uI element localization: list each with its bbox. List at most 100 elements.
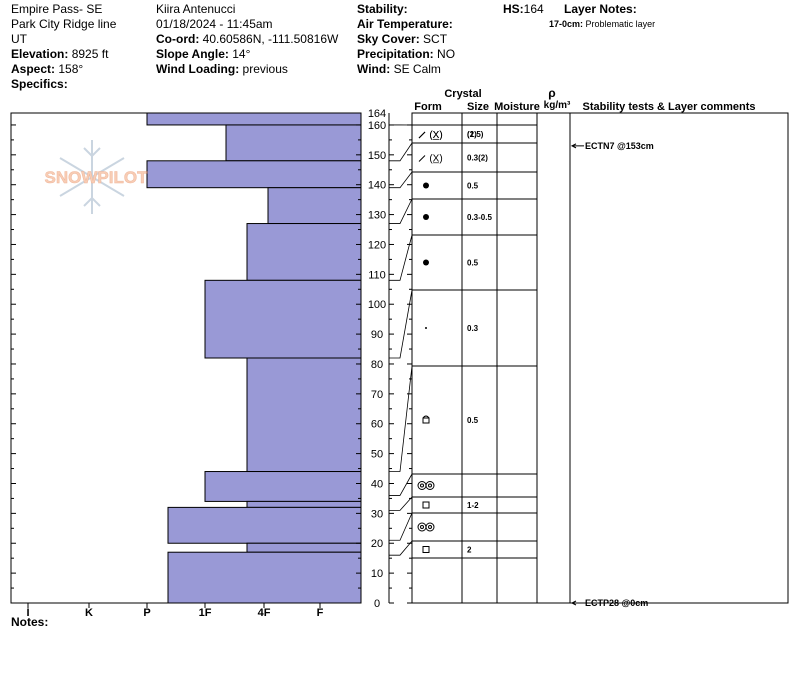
- hardness-label: P: [143, 607, 150, 619]
- depth-label: 90: [371, 329, 383, 341]
- observation-datetime: 01/18/2024 - 11:45am: [156, 17, 273, 31]
- layer-connector: [389, 289, 413, 359]
- hardness-layer-8: [246, 500, 362, 508]
- hardness-layer-0: [146, 112, 362, 126]
- snow-height: HS:164: [503, 2, 544, 16]
- elevation: Elevation: 8925 ft: [11, 47, 109, 61]
- notes-label: Notes:: [11, 615, 48, 629]
- location-block: Empire Pass- SE Park City Ridge line UT …: [11, 2, 116, 92]
- hardness-frame: [10, 112, 362, 604]
- melt-freeze-crust-inner-icon: [420, 483, 424, 488]
- col-density-header: kg/m³: [544, 100, 571, 111]
- rounding-facet-top-icon: [422, 415, 430, 419]
- depth-label: 160: [368, 120, 386, 132]
- hardness-layer-10: [246, 542, 362, 553]
- rounded-grain-icon: [423, 259, 429, 266]
- crystal-size: 0.3: [467, 324, 479, 333]
- layer-connector: [389, 171, 413, 189]
- layer-connector: [389, 234, 413, 281]
- crystal-size: 0.3(2): [467, 154, 488, 163]
- melt-freeze-crust-icon: [417, 522, 427, 532]
- col-moisture-header: Moisture: [494, 101, 540, 113]
- melt-freeze-crust-icon: [425, 481, 435, 490]
- snowpilot-watermark: SNOWPILOT: [44, 140, 149, 214]
- faceted-slash-icon: [418, 155, 426, 162]
- hardness-layer-11: [167, 551, 362, 604]
- slope-angle: Slope Angle: 14°: [156, 47, 251, 61]
- col-form-header: Form: [414, 101, 442, 113]
- layer-connector: [389, 473, 413, 496]
- depth-label: 130: [368, 210, 386, 222]
- hardness-layer-7: [204, 471, 362, 502]
- depth-label: 110: [368, 269, 386, 281]
- layer-rows: (X̲) (1)(X̲) (2.5)(X̲) 0.3(2)0.50.3-0.50.50…: [389, 124, 537, 559]
- depth-label: 80: [371, 359, 383, 371]
- melt-freeze-crust-icon: [417, 481, 427, 490]
- location-name: Empire Pass- SE: [11, 2, 103, 16]
- coordinates: Co-ord: 40.60586N, -111.50816W: [156, 32, 339, 46]
- depth-label: 60: [371, 419, 383, 431]
- layer-notes-title: Layer Notes:: [564, 2, 637, 16]
- depth-label: 70: [371, 389, 383, 401]
- air-temperature: Air Temperature:: [357, 17, 453, 31]
- depth-label: 164: [368, 108, 386, 120]
- hardness-axis: I K P 1F 4F F: [26, 603, 324, 619]
- hardness-label: 4F: [258, 607, 271, 619]
- observer-name: Kiira Antenucci: [156, 2, 236, 16]
- wind-loading: Wind Loading: previous: [156, 62, 288, 76]
- crystal-size: 0.5: [467, 416, 479, 425]
- melt-freeze-crust-inner-icon: [428, 483, 432, 488]
- depth-labels: 0 10 20 30 40 50 60 70 80 90 100 110 120 130 140 150 160…: [368, 108, 386, 610]
- depth-ticks-left: [11, 124, 361, 604]
- hardness-label: I: [26, 607, 29, 619]
- layer-connector: [389, 365, 413, 472]
- hardness-layer-9: [167, 506, 362, 544]
- rounded-grain-icon: [423, 214, 429, 220]
- observation-block: Kiira Antenucci 01/18/2024 - 11:45am Co-…: [156, 2, 338, 77]
- location-ridge: Park City Ridge line: [11, 17, 117, 31]
- stability: Stability:: [357, 2, 408, 16]
- crystal-size: (1): [467, 130, 477, 139]
- test-arrow-head: [570, 143, 577, 149]
- test-arrow-head: [570, 600, 577, 606]
- rounded-grain-icon: [423, 182, 429, 189]
- crystal-size: (2.5): [467, 130, 484, 139]
- depth-label: 0: [374, 598, 380, 610]
- faceted-crystal-icon: [422, 501, 430, 509]
- depth-label: 40: [371, 478, 383, 490]
- melt-freeze-crust-icon: [425, 522, 435, 532]
- layer-connector: [389, 198, 413, 224]
- hardness-label: 1F: [199, 607, 212, 619]
- melt-freeze-crust-inner-icon: [428, 525, 432, 529]
- layer-connector: [389, 496, 413, 511]
- crystal-size: 0.3-0.5: [467, 213, 492, 222]
- rounding-facet-icon: [422, 417, 430, 424]
- surface-hoar-icon: (X̲): [429, 130, 442, 141]
- layer-connector: [389, 540, 413, 556]
- wind: Wind: SE Calm: [357, 62, 441, 76]
- layer-table-frame: [411, 112, 789, 604]
- stability-test-label: ECTN7 @153cm: [585, 141, 654, 151]
- stability-test-label: ECTP28 @0cm: [585, 598, 648, 608]
- hardness-layer-1: [225, 124, 362, 162]
- watermark-text: SNOWPILOT: [45, 168, 149, 187]
- layer-connector: [389, 512, 413, 541]
- stability-tests: ECTN7 @153cm ECTP28 @0cm: [570, 141, 654, 608]
- hardness-layers: [146, 112, 362, 604]
- hardness-layer-4: [246, 223, 362, 281]
- depth-label: 50: [371, 449, 383, 461]
- crystal-size: 0.5: [467, 259, 479, 268]
- sky-cover: Sky Cover: SCT: [357, 32, 448, 46]
- layer-note: 17-0cm: Problematic layer: [549, 19, 656, 29]
- faceted-slash-icon: [418, 131, 426, 139]
- depth-label: 120: [368, 239, 386, 251]
- surface-hoar-icon: (X̲): [429, 154, 442, 165]
- col-size-header: Size: [467, 101, 489, 113]
- col-rho-header: ρ: [548, 86, 555, 100]
- depth-label: 30: [371, 508, 383, 520]
- surface-hoar-icon: (X̲): [429, 130, 442, 141]
- crystal-size: 0.5: [467, 182, 479, 191]
- depth-label: 140: [368, 180, 386, 192]
- col-crystal-header: Crystal: [444, 88, 481, 100]
